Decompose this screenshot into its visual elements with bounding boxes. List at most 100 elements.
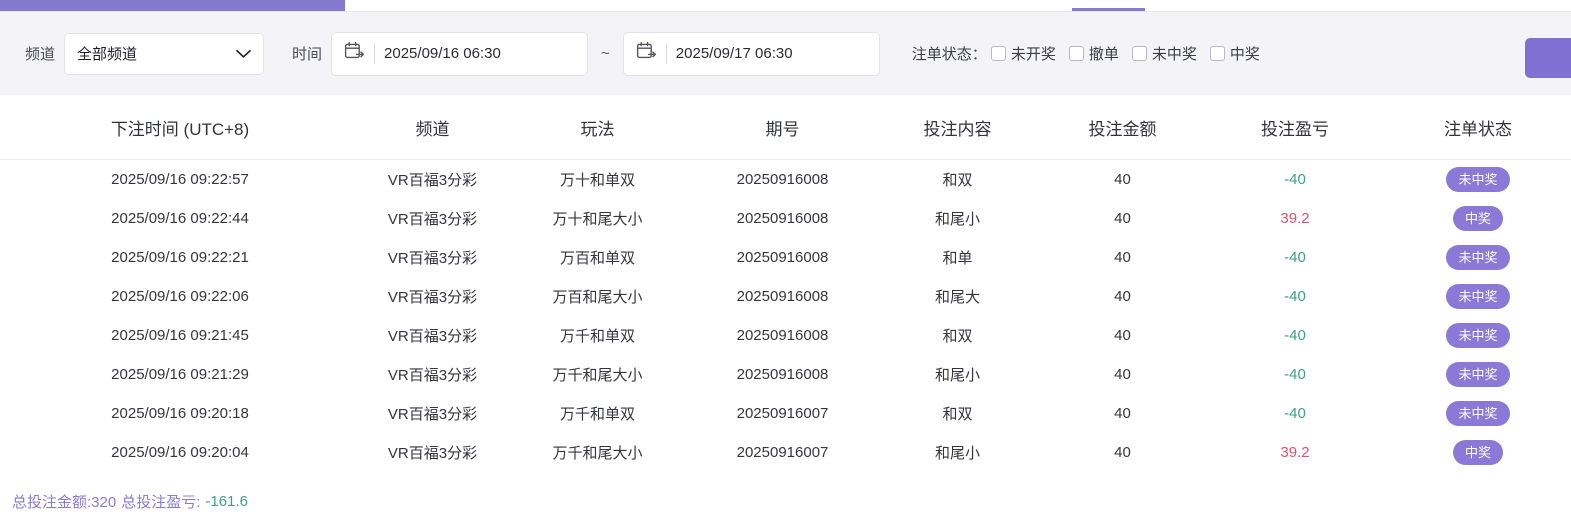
cell-channel: VR百福3分彩: [387, 289, 478, 306]
status-checkbox-weizhongjiang[interactable]: 未中奖: [1131, 43, 1197, 64]
cell-pnl: 39.2: [1280, 210, 1310, 227]
summary-footer: 总投注金额:320 总投注盈亏: -161.6: [0, 480, 1571, 523]
cell-channel: VR百福3分彩: [387, 367, 478, 384]
cell-pnl: 39.2: [1280, 444, 1310, 461]
checkbox-icon[interactable]: [990, 46, 1006, 61]
cell-issue: 20250916008: [736, 288, 829, 305]
status-badge: 未中奖: [1446, 323, 1510, 348]
status-checkbox-weikaijiang[interactable]: 未开奖: [990, 43, 1056, 64]
total-pnl-label: 总投注盈亏:: [121, 494, 201, 511]
status-badge: 未中奖: [1446, 167, 1510, 192]
search-button[interactable]: [1525, 38, 1571, 78]
status-checkbox-chedan[interactable]: 撤单: [1068, 43, 1119, 64]
cell-status: 未中奖: [1385, 245, 1571, 270]
table-row[interactable]: 2025/09/16 09:22:57 VR百福3分彩 万十和单双 202509160…: [0, 160, 1571, 199]
cell-play: 万千和尾大小: [552, 445, 643, 462]
cell-issue: 20250916008: [736, 171, 829, 188]
cell-channel: VR百福3分彩: [387, 445, 478, 462]
cell-time: 2025/09/16 09:20:04: [111, 444, 249, 461]
status-badge: 未中奖: [1446, 401, 1510, 426]
tab-strip: [0, 0, 1571, 12]
cell-channel: VR百福3分彩: [387, 328, 478, 345]
bet-records-table: 下注时间 (UTC+8) 频道 玩法 期号 投注内容 投注金额 投注盈亏 注单状…: [0, 95, 1571, 480]
cell-issue: 20250916008: [736, 327, 829, 344]
checkbox-icon[interactable]: [1131, 46, 1147, 61]
cell-play: 万千和单双: [559, 328, 635, 345]
cell-status: 中奖: [1385, 206, 1571, 231]
date-divider: [374, 43, 376, 64]
cell-content: 和双: [942, 406, 973, 423]
date-from-input[interactable]: 2025/09/16 06:30: [331, 31, 589, 76]
table-row[interactable]: 2025/09/16 09:22:06 VR百福3分彩 万百和尾大小 20250916…: [0, 277, 1571, 316]
cell-amount: 40: [1114, 288, 1131, 305]
column-header-channel: 频道: [415, 119, 450, 139]
cell-amount: 40: [1114, 171, 1131, 188]
table-row[interactable]: 2025/09/16 09:20:04 VR百福3分彩 万千和尾大小 20250916…: [0, 433, 1571, 472]
table-header-row: 下注时间 (UTC+8) 频道 玩法 期号 投注内容 投注金额 投注盈亏 注单状…: [0, 95, 1571, 160]
status-checkbox-zhongjiang[interactable]: 中奖: [1209, 43, 1260, 64]
cell-content: 和尾小: [934, 445, 980, 462]
cell-time: 2025/09/16 09:21:45: [111, 327, 249, 344]
cell-content: 和单: [942, 250, 973, 267]
chevron-down-icon: [236, 49, 251, 58]
cell-play: 万百和单双: [559, 250, 635, 267]
status-filter-label: 注单状态：: [911, 46, 987, 63]
cell-issue: 20250916007: [736, 444, 829, 461]
cell-content: 和尾小: [934, 211, 980, 228]
cell-status: 未中奖: [1385, 362, 1571, 387]
column-header-time: 下注时间 (UTC+8): [110, 119, 250, 139]
cell-content: 和双: [942, 328, 973, 345]
table-body: 2025/09/16 09:22:57 VR百福3分彩 万十和单双 202509160…: [0, 160, 1571, 472]
status-checkbox-label: 中奖: [1229, 46, 1260, 63]
checkbox-icon[interactable]: [1068, 46, 1084, 61]
table-row[interactable]: 2025/09/16 09:21:29 VR百福3分彩 万千和尾大小 20250916…: [0, 355, 1571, 394]
cell-status: 中奖: [1385, 440, 1571, 465]
channel-label: 频道: [25, 46, 56, 63]
cell-pnl: -40: [1284, 249, 1306, 266]
status-filter-group: 注单状态： 未开奖 撤单 未中奖 中奖: [912, 43, 1273, 64]
cell-time: 2025/09/16 09:22:57: [111, 171, 249, 188]
cell-content: 和尾小: [934, 367, 980, 384]
cell-content: 和尾大: [934, 289, 980, 306]
range-separator: ~: [601, 45, 610, 62]
cell-amount: 40: [1114, 210, 1131, 227]
cell-time: 2025/09/16 09:22:21: [111, 249, 249, 266]
cell-pnl: -40: [1284, 171, 1306, 188]
cell-status: 未中奖: [1385, 167, 1571, 192]
cell-amount: 40: [1114, 249, 1131, 266]
table-row[interactable]: 2025/09/16 09:21:45 VR百福3分彩 万千和单双 202509160…: [0, 316, 1571, 355]
column-header-status: 注单状态: [1444, 119, 1512, 139]
cell-pnl: -40: [1284, 288, 1306, 305]
cell-issue: 20250916008: [736, 366, 829, 383]
status-badge: 中奖: [1452, 206, 1503, 231]
status-checkbox-label: 未开奖: [1010, 46, 1056, 63]
cell-amount: 40: [1114, 405, 1131, 422]
status-badge: 未中奖: [1446, 245, 1510, 270]
cell-channel: VR百福3分彩: [387, 172, 478, 189]
filter-bar: 频道 全部频道 时间 2025/09/16 06:30 ~: [0, 12, 1571, 95]
table-row[interactable]: 2025/09/16 09:22:21 VR百福3分彩 万百和单双 202509160…: [0, 238, 1571, 277]
cell-status: 未中奖: [1385, 323, 1571, 348]
table-row[interactable]: 2025/09/16 09:22:44 VR百福3分彩 万十和尾大小 20250916…: [0, 199, 1571, 238]
cell-play: 万百和尾大小: [552, 289, 643, 306]
date-divider: [665, 43, 667, 64]
date-to-input[interactable]: 2025/09/17 06:30: [622, 31, 880, 76]
cell-status: 未中奖: [1385, 284, 1571, 309]
table-row[interactable]: 2025/09/16 09:20:18 VR百福3分彩 万千和单双 202509160…: [0, 394, 1571, 433]
column-header-play: 玩法: [580, 119, 615, 139]
channel-select[interactable]: 全部频道: [64, 32, 265, 75]
date-from-value: 2025/09/16 06:30: [384, 45, 501, 62]
status-badge: 未中奖: [1446, 362, 1510, 387]
calendar-range-icon: [344, 41, 365, 67]
status-checkbox-label: 撤单: [1088, 46, 1119, 63]
tab-active-left[interactable]: [0, 0, 345, 11]
status-badge: 未中奖: [1446, 284, 1510, 309]
cell-issue: 20250916008: [736, 210, 829, 227]
cell-amount: 40: [1114, 444, 1131, 461]
checkbox-icon[interactable]: [1209, 46, 1225, 61]
column-header-issue: 期号: [765, 119, 800, 139]
calendar-range-icon: [636, 41, 657, 67]
tab-active-indicator[interactable]: [1072, 8, 1145, 11]
cell-time: 2025/09/16 09:20:18: [111, 405, 249, 422]
